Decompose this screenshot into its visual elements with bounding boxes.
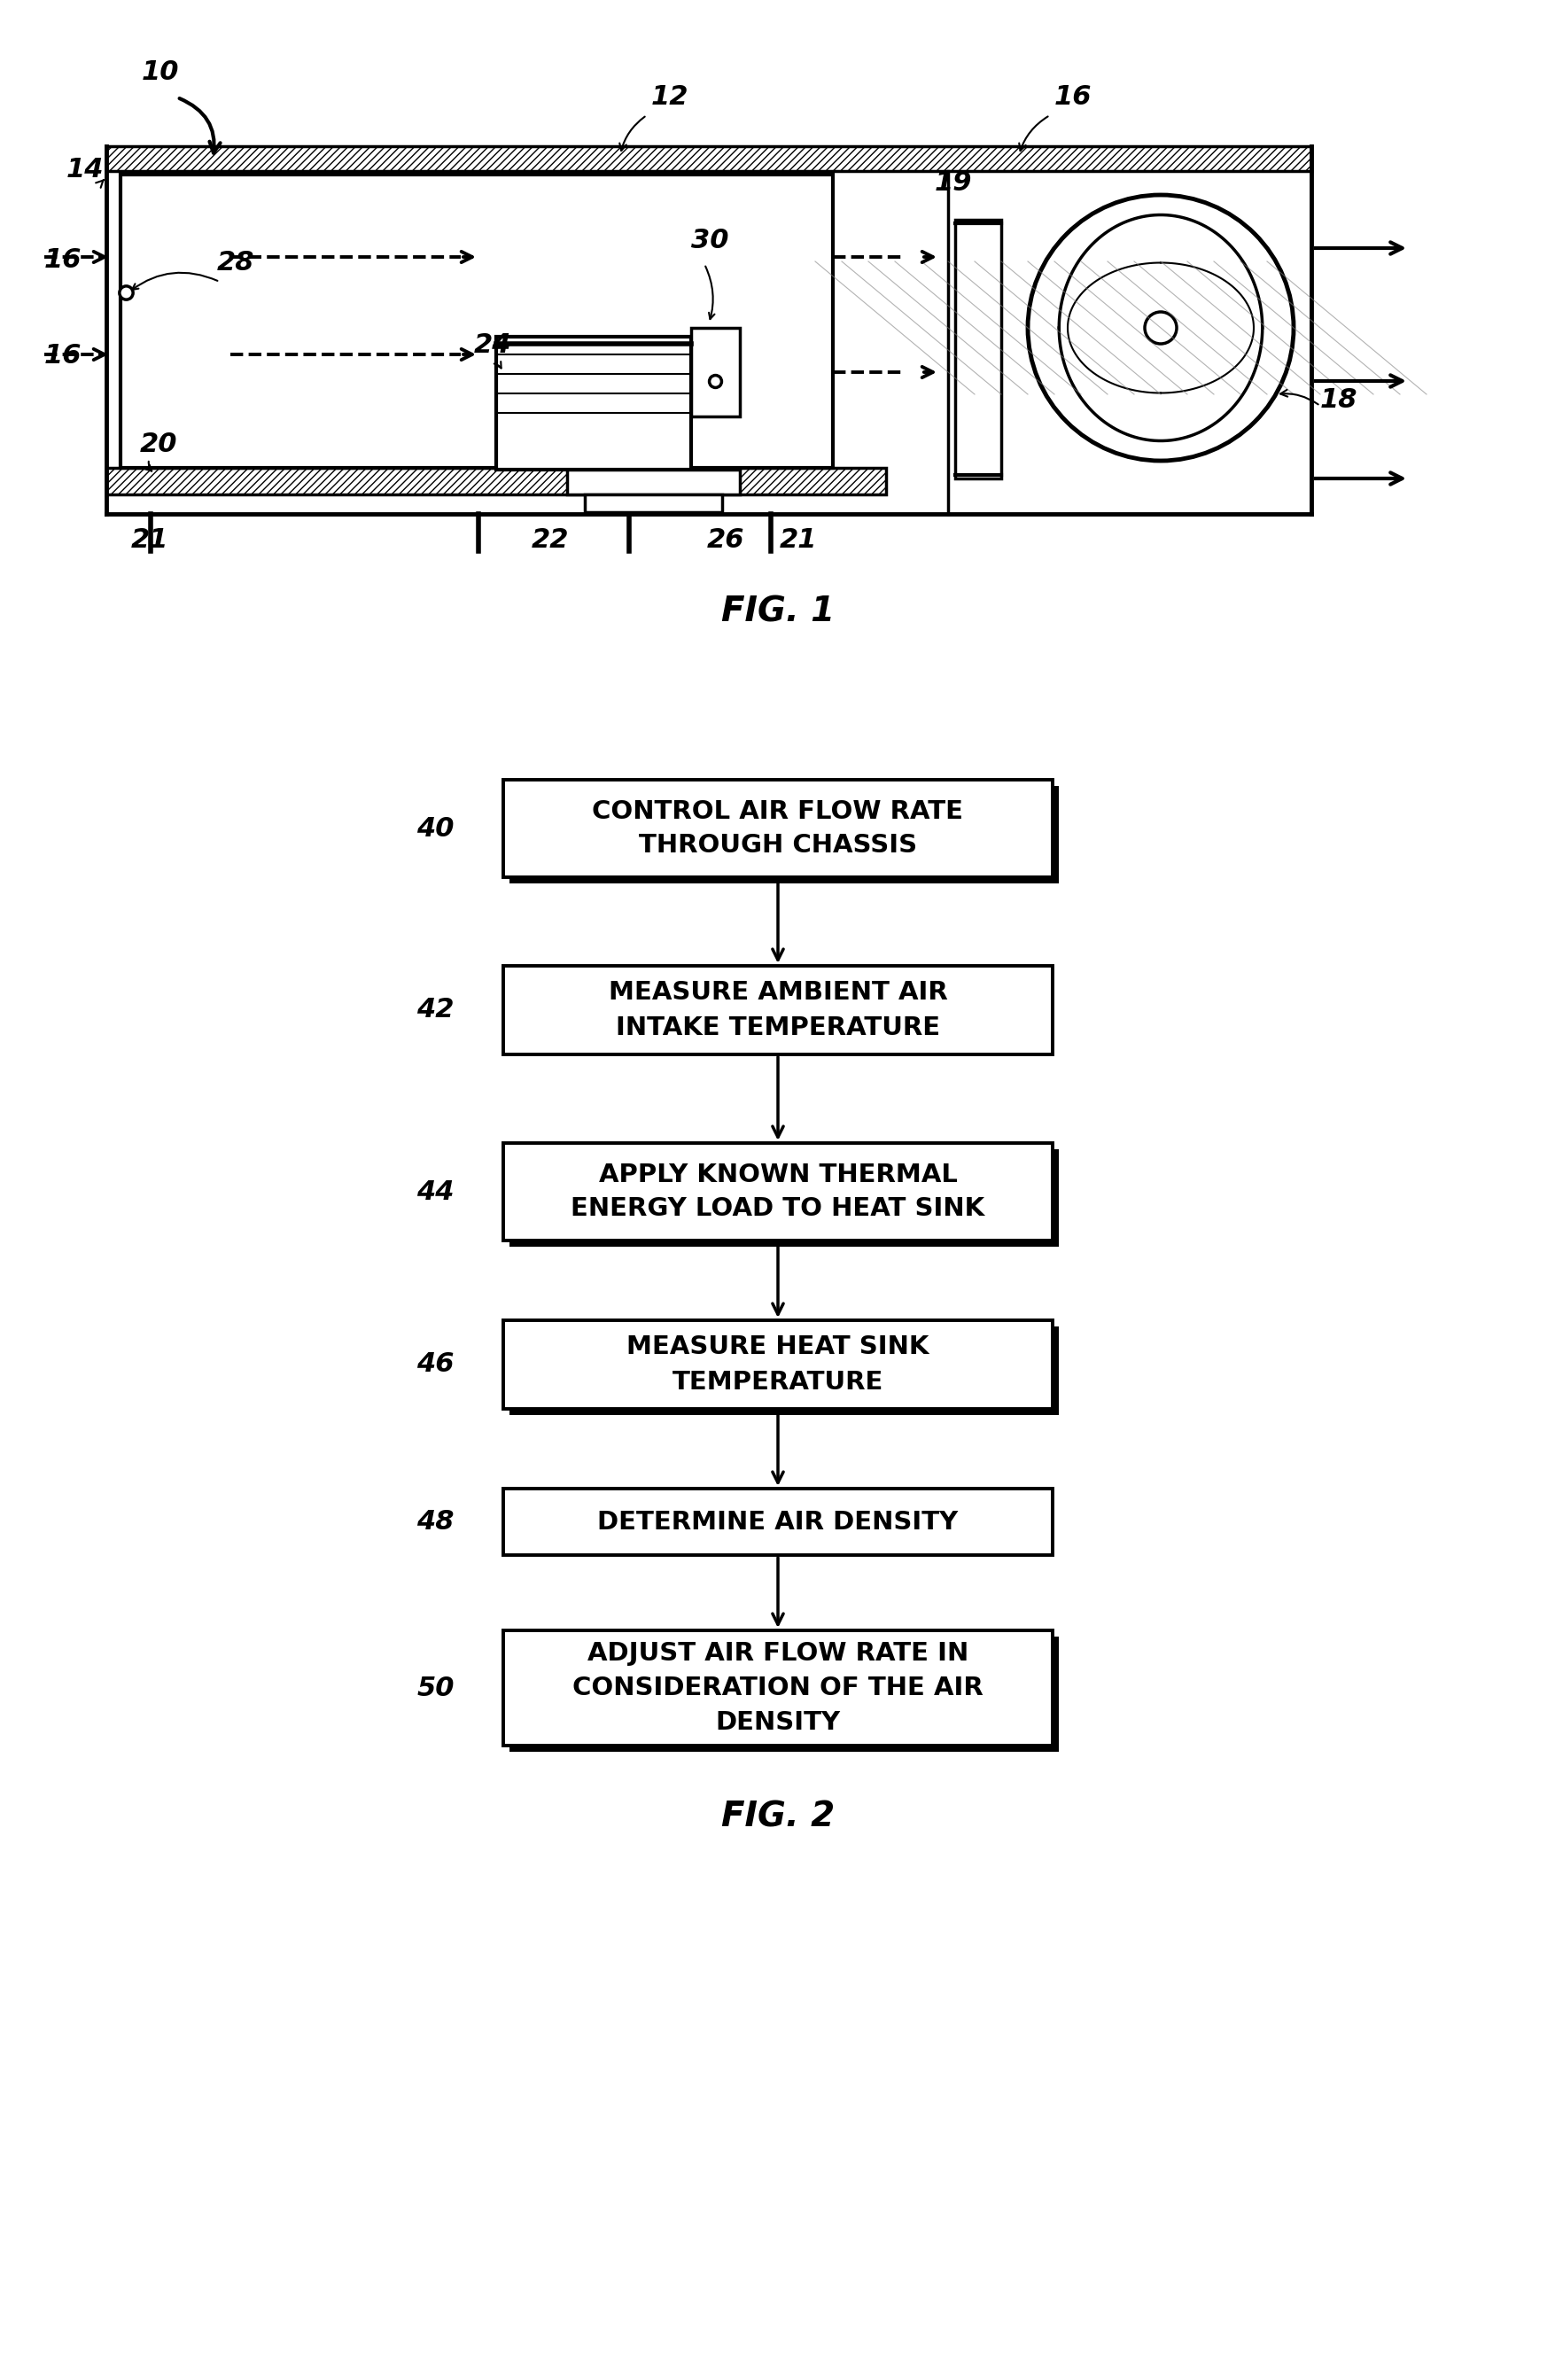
Bar — [566, 469, 740, 495]
Text: ADJUST AIR FLOW RATE IN
CONSIDERATION OF THE AIR
DENSITY: ADJUST AIR FLOW RATE IN CONSIDERATION OF… — [572, 1642, 983, 1735]
Text: CONTROL AIR FLOW RATE
THROUGH CHASSIS: CONTROL AIR FLOW RATE THROUGH CHASSIS — [592, 800, 963, 859]
Text: 10: 10 — [142, 60, 179, 86]
Text: MEASURE HEAT SINK
TEMPERATURE: MEASURE HEAT SINK TEMPERATURE — [627, 1335, 928, 1395]
Bar — [502, 1488, 1053, 1554]
Text: 16: 16 — [44, 248, 82, 274]
Text: 16: 16 — [44, 343, 82, 369]
Circle shape — [1144, 312, 1176, 343]
Text: MEASURE AMBIENT AIR
INTAKE TEMPERATURE: MEASURE AMBIENT AIR INTAKE TEMPERATURE — [608, 981, 947, 1040]
Bar — [502, 966, 1053, 1054]
Bar — [502, 1321, 1053, 1409]
Text: 18: 18 — [1320, 388, 1358, 412]
Text: FIG. 2: FIG. 2 — [722, 1799, 833, 1833]
Text: 44: 44 — [417, 1178, 454, 1204]
Bar — [106, 145, 1311, 171]
Text: DETERMINE AIR DENSITY: DETERMINE AIR DENSITY — [597, 1509, 958, 1535]
Bar — [106, 469, 885, 495]
Text: 21: 21 — [131, 528, 168, 552]
Text: APPLY KNOWN THERMAL
ENERGY LOAD TO HEAT SINK: APPLY KNOWN THERMAL ENERGY LOAD TO HEAT … — [571, 1161, 984, 1221]
Text: 30: 30 — [690, 228, 728, 252]
Bar — [955, 219, 1001, 478]
Bar — [508, 1150, 1059, 1247]
Text: 16: 16 — [1054, 83, 1092, 109]
Bar — [508, 1637, 1059, 1752]
Bar — [502, 781, 1053, 878]
Text: FIG. 1: FIG. 1 — [722, 595, 833, 628]
Text: 48: 48 — [417, 1509, 454, 1535]
Bar — [106, 469, 885, 495]
Text: 46: 46 — [417, 1352, 454, 1378]
Bar — [690, 328, 740, 416]
Text: 40: 40 — [417, 816, 454, 840]
Text: 28: 28 — [218, 250, 255, 276]
Bar — [502, 1630, 1053, 1745]
Text: 19: 19 — [935, 169, 972, 195]
Text: 12: 12 — [652, 83, 689, 109]
Text: 42: 42 — [417, 997, 454, 1023]
Text: 24: 24 — [474, 333, 512, 357]
Text: 20: 20 — [140, 431, 177, 457]
Text: 50: 50 — [417, 1676, 454, 1702]
Bar — [508, 1326, 1059, 1416]
Bar — [106, 145, 1311, 171]
Bar — [508, 785, 1059, 883]
Bar — [585, 495, 722, 512]
Text: 22: 22 — [532, 528, 569, 552]
Text: 14: 14 — [67, 157, 104, 183]
Text: 21: 21 — [779, 528, 816, 552]
Text: 26: 26 — [706, 528, 745, 552]
Bar — [120, 174, 832, 469]
Bar — [496, 336, 690, 469]
Bar — [502, 1142, 1053, 1240]
